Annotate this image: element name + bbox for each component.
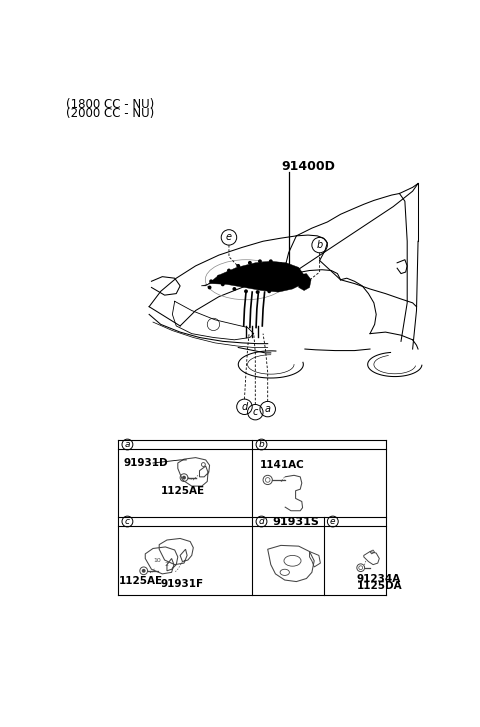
Circle shape <box>258 260 262 263</box>
Text: 1125AE: 1125AE <box>161 486 205 496</box>
Circle shape <box>269 260 273 263</box>
Text: 1141AC: 1141AC <box>260 459 305 470</box>
Text: c: c <box>252 407 258 417</box>
Text: 10: 10 <box>153 558 161 563</box>
Text: d: d <box>241 402 248 411</box>
Text: 1125DA: 1125DA <box>357 581 402 591</box>
Text: e: e <box>330 517 336 526</box>
Text: d: d <box>259 517 264 526</box>
Text: 91234A: 91234A <box>357 574 401 584</box>
Circle shape <box>182 475 186 480</box>
Text: (1800 CC - NU): (1800 CC - NU) <box>66 98 155 111</box>
Text: b: b <box>316 240 323 250</box>
Text: 91400D: 91400D <box>281 160 335 173</box>
Text: 91931F: 91931F <box>161 579 204 589</box>
Text: 91931D: 91931D <box>123 458 168 468</box>
Circle shape <box>142 569 145 573</box>
Circle shape <box>267 289 271 293</box>
Text: 91931S: 91931S <box>272 516 319 526</box>
Text: b: b <box>259 440 264 449</box>
Circle shape <box>279 262 283 266</box>
Text: (2000 CC - NU): (2000 CC - NU) <box>66 108 155 120</box>
Polygon shape <box>201 261 304 292</box>
Text: a: a <box>125 440 130 449</box>
Circle shape <box>256 290 260 294</box>
Circle shape <box>232 287 236 291</box>
Circle shape <box>209 279 213 284</box>
Text: e: e <box>226 233 232 242</box>
Circle shape <box>248 261 252 265</box>
Circle shape <box>236 264 240 268</box>
Text: a: a <box>264 404 271 414</box>
Text: 1125AE: 1125AE <box>119 576 163 586</box>
Circle shape <box>288 267 292 271</box>
Circle shape <box>227 268 231 273</box>
Circle shape <box>221 282 225 286</box>
Circle shape <box>277 286 281 289</box>
Polygon shape <box>299 273 311 291</box>
Circle shape <box>217 275 221 278</box>
Circle shape <box>208 286 212 289</box>
Circle shape <box>290 282 294 286</box>
Text: c: c <box>125 517 130 526</box>
Text: 2: 2 <box>165 562 169 567</box>
Circle shape <box>244 289 248 293</box>
Circle shape <box>295 273 299 277</box>
